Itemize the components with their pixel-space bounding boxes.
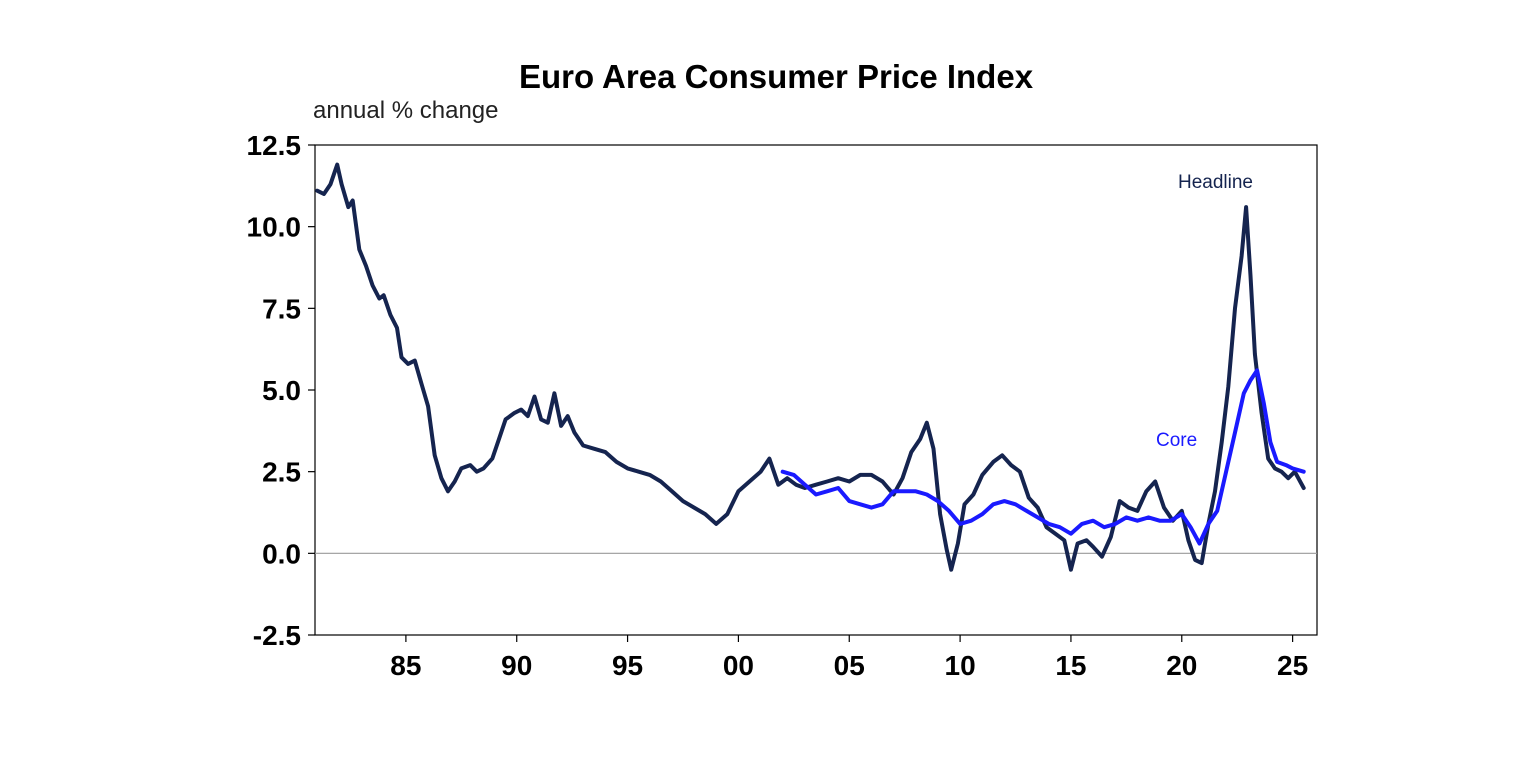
y-tick-label: 12.5 xyxy=(247,130,302,161)
headline-series-label: Headline xyxy=(1178,172,1253,193)
x-tick-label: 25 xyxy=(1277,650,1308,681)
plot-frame xyxy=(314,144,1318,636)
y-tick-label: -2.5 xyxy=(253,620,301,651)
x-tick-label: 05 xyxy=(834,650,865,681)
chart-subtitle: annual % change xyxy=(313,97,498,124)
x-tick-label: 00 xyxy=(723,650,754,681)
x-tick-label: 20 xyxy=(1166,650,1197,681)
y-tick-label: 0.0 xyxy=(262,538,301,569)
y-tick-label: 10.0 xyxy=(247,212,302,243)
y-axis: -2.5 0.0 2.5 5.0 7.5 10.0 12.5 xyxy=(247,130,315,651)
x-tick-label: 85 xyxy=(390,650,421,681)
core-series-line xyxy=(780,368,1306,546)
x-axis: 85 90 95 00 05 10 15 20 25 xyxy=(390,635,1308,681)
core-series-label: Core xyxy=(1156,430,1197,451)
series-lines xyxy=(315,162,1306,572)
x-tick-label: 15 xyxy=(1055,650,1086,681)
y-tick-label: 2.5 xyxy=(262,457,301,488)
y-tick-label: 5.0 xyxy=(262,375,301,406)
x-tick-label: 90 xyxy=(501,650,532,681)
y-tick-label: 7.5 xyxy=(262,293,301,324)
chart-title: Euro Area Consumer Price Index xyxy=(519,58,1034,95)
x-tick-label: 95 xyxy=(612,650,643,681)
headline-series-line xyxy=(315,162,1306,572)
x-tick-label: 10 xyxy=(945,650,976,681)
